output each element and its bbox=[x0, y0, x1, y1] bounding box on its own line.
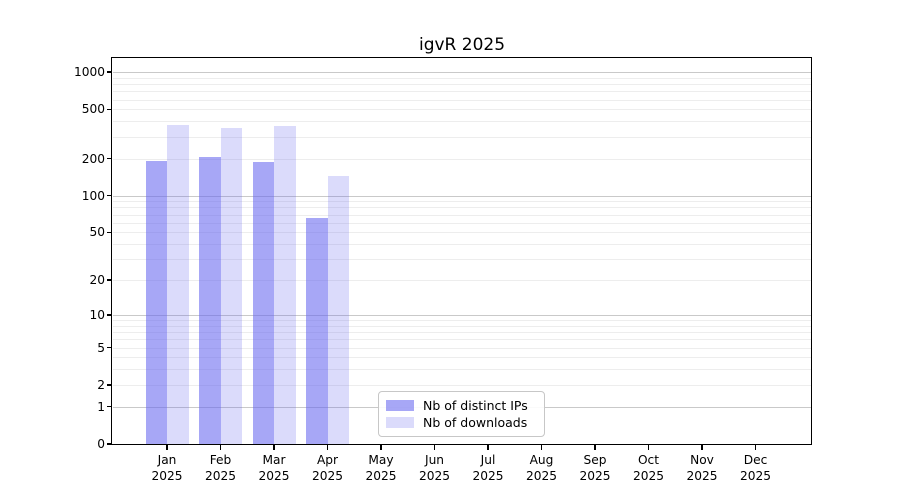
x-tick-label: Sep 2025 bbox=[579, 453, 611, 483]
x-axis-tick bbox=[273, 444, 275, 450]
minor-gridline bbox=[113, 332, 811, 334]
y-axis-tick bbox=[107, 231, 112, 233]
minor-gridline bbox=[113, 136, 811, 138]
minor-gridline bbox=[113, 232, 811, 234]
minor-gridline bbox=[113, 357, 811, 359]
y-axis-tick bbox=[107, 443, 112, 445]
legend: Nb of distinct IPs Nb of downloads bbox=[378, 391, 545, 437]
x-tick-label: Oct 2025 bbox=[632, 453, 665, 483]
bar-feb-distinct-ips bbox=[199, 156, 221, 444]
bar-jan-distinct-ips bbox=[145, 161, 167, 444]
y-tick-label: 500 bbox=[81, 102, 105, 117]
legend-item-distinct-ips: Nb of distinct IPs bbox=[386, 397, 536, 414]
minor-gridline bbox=[113, 280, 811, 282]
y-tick-label: 100 bbox=[81, 188, 105, 203]
minor-gridline bbox=[113, 384, 811, 386]
y-axis-tick bbox=[107, 384, 112, 386]
x-axis-tick bbox=[701, 444, 703, 450]
bar-apr-distinct-ips bbox=[306, 217, 328, 444]
minor-gridline bbox=[113, 84, 811, 86]
y-axis-tick bbox=[107, 279, 112, 281]
bar-mar-distinct-ips bbox=[252, 162, 274, 444]
x-axis-tick bbox=[433, 444, 436, 450]
x-tick-label: May 2025 bbox=[365, 453, 397, 483]
y-tick-label: 1 bbox=[97, 399, 105, 414]
minor-gridline bbox=[113, 325, 811, 327]
minor-gridline bbox=[113, 320, 811, 321]
x-tick-label: Aug 2025 bbox=[525, 453, 558, 483]
minor-gridline bbox=[113, 369, 811, 371]
x-axis-tick bbox=[540, 444, 543, 450]
y-axis-tick bbox=[107, 71, 112, 73]
y-tick-label: 200 bbox=[81, 151, 105, 166]
x-tick-label: Jun 2025 bbox=[418, 453, 451, 483]
x-axis-tick bbox=[380, 444, 382, 450]
x-axis-tick bbox=[326, 444, 329, 450]
minor-gridline bbox=[113, 244, 811, 246]
x-tick-label: Feb 2025 bbox=[204, 453, 237, 483]
x-tick-label: Jul 2025 bbox=[472, 453, 504, 483]
y-axis-tick bbox=[107, 346, 112, 349]
plot-area bbox=[113, 59, 811, 444]
minor-gridline bbox=[113, 259, 811, 261]
minor-gridline bbox=[113, 347, 811, 349]
bar-apr-downloads bbox=[327, 176, 349, 444]
y-axis-tick bbox=[107, 194, 112, 197]
minor-gridline bbox=[113, 158, 811, 160]
x-tick-label: Apr 2025 bbox=[311, 453, 344, 483]
chart-title: igvR 2025 bbox=[418, 35, 506, 55]
legend-swatch-distinct-ips bbox=[386, 400, 414, 411]
minor-gridline bbox=[113, 222, 811, 224]
minor-gridline bbox=[113, 77, 811, 79]
bar-jan-downloads bbox=[167, 125, 189, 444]
x-axis-tick bbox=[166, 444, 168, 450]
y-tick-label: 1000 bbox=[73, 65, 105, 80]
y-axis-tick bbox=[107, 108, 112, 110]
minor-gridline bbox=[113, 214, 811, 216]
legend-item-downloads: Nb of downloads bbox=[386, 414, 536, 431]
y-tick-label: 50 bbox=[89, 225, 105, 240]
x-tick-label: Dec 2025 bbox=[739, 453, 772, 483]
y-axis-tick bbox=[107, 314, 112, 316]
minor-gridline bbox=[113, 91, 811, 93]
legend-swatch-downloads bbox=[386, 417, 414, 428]
minor-gridline bbox=[113, 207, 811, 209]
y-tick-label: 20 bbox=[89, 273, 105, 288]
y-axis-tick bbox=[107, 157, 112, 160]
bar-mar-downloads bbox=[274, 125, 296, 444]
minor-gridline bbox=[113, 109, 811, 111]
major-gridline bbox=[113, 195, 811, 197]
x-tick-label: Nov 2025 bbox=[686, 453, 718, 483]
x-tick-label: Mar 2025 bbox=[258, 453, 290, 483]
major-gridline bbox=[113, 72, 811, 74]
x-tick-label: Jan 2025 bbox=[151, 453, 183, 483]
minor-gridline bbox=[113, 121, 811, 123]
x-axis-tick bbox=[594, 444, 596, 450]
minor-gridline bbox=[113, 339, 811, 341]
y-tick-label: 2 bbox=[97, 377, 105, 392]
major-gridline bbox=[113, 314, 811, 317]
x-axis-tick bbox=[647, 444, 650, 450]
legend-label-downloads: Nb of downloads bbox=[423, 415, 528, 430]
x-axis-tick bbox=[754, 444, 757, 450]
y-tick-label: 0 bbox=[97, 437, 105, 451]
y-tick-label: 10 bbox=[89, 307, 105, 322]
y-axis-tick bbox=[107, 406, 112, 408]
legend-label-distinct-ips: Nb of distinct IPs bbox=[423, 398, 528, 413]
bar-feb-downloads bbox=[220, 128, 242, 444]
x-axis-tick bbox=[219, 444, 222, 450]
minor-gridline bbox=[113, 99, 811, 101]
minor-gridline bbox=[113, 201, 811, 203]
x-axis-tick bbox=[487, 444, 489, 450]
y-tick-label: 5 bbox=[97, 340, 105, 355]
